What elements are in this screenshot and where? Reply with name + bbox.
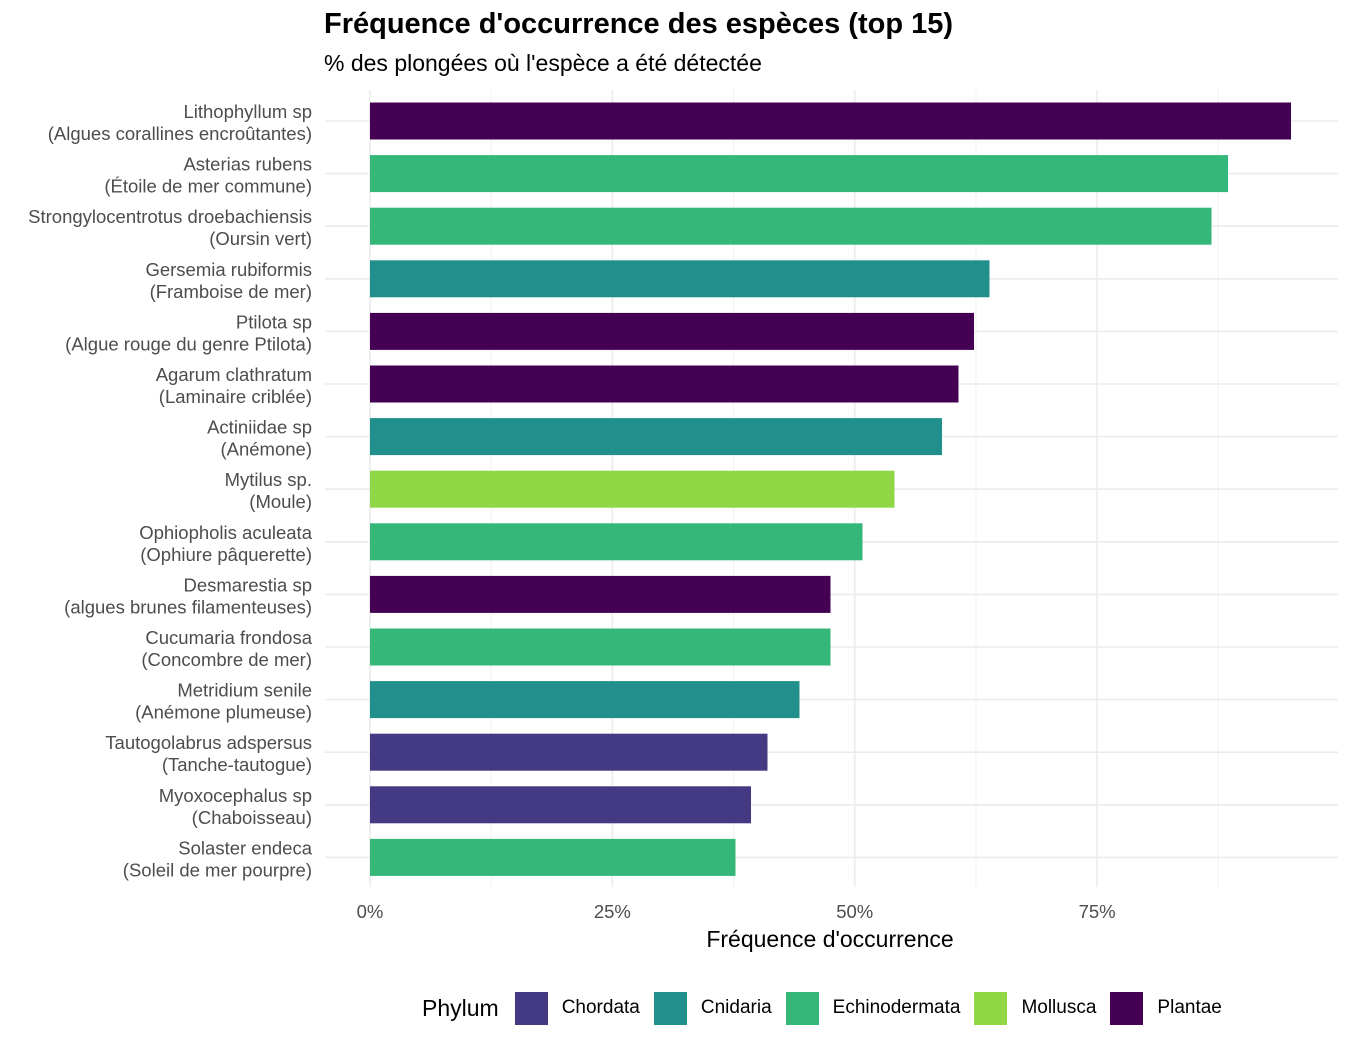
y-tick-label-species: Tautogolabrus adspersus: [105, 732, 312, 753]
legend-title: Phylum: [422, 994, 499, 1021]
legend-swatch: [974, 991, 1008, 1025]
legend-item: Plantae: [1110, 991, 1222, 1025]
y-tick-labels: Lithophyllum sp(Algues corallines encroû…: [28, 101, 313, 880]
bar: [370, 102, 1292, 140]
legend-item: Mollusca: [974, 991, 1097, 1025]
bar: [370, 470, 895, 508]
x-tick-labels: 0% 25% 50% 75%: [357, 901, 1116, 922]
y-tick-label-species: Solaster endeca: [178, 837, 312, 858]
bar: [370, 312, 974, 350]
legend-label: Plantae: [1157, 997, 1222, 1018]
chart-subtitle: % des plongées où l'espèce a été détecté…: [324, 50, 762, 76]
y-tick-label-common-name: (Anémone plumeuse): [135, 702, 312, 723]
y-tick-label-species: Actiniidae sp: [207, 417, 312, 438]
x-tick-label: 75%: [1079, 901, 1116, 922]
legend-label: Chordata: [561, 997, 640, 1018]
y-tick-label-common-name: (Laminaire criblée): [159, 386, 312, 407]
bars-group: [370, 102, 1292, 876]
y-tick-label-species: Ophiopholis aculeata: [139, 522, 312, 543]
legend-swatch: [514, 991, 548, 1025]
y-tick-label-species: Metridium senile: [177, 680, 312, 701]
legend-label: Cnidaria: [700, 997, 772, 1018]
legend-label: Echinodermata: [832, 997, 961, 1018]
bar: [370, 155, 1229, 193]
y-tick-label-common-name: (Algue rouge du genre Ptilota): [65, 333, 312, 354]
y-tick-label-species: Strongylocentrotus droebachiensis: [28, 206, 312, 227]
y-tick-label-common-name: (algues brunes filamenteuses): [64, 596, 312, 617]
x-tick-label: 25%: [594, 901, 631, 922]
bar: [370, 628, 831, 666]
y-tick-label-species: Mytilus sp.: [225, 469, 312, 490]
bar: [370, 523, 863, 561]
y-tick-label-common-name: (Étoile de mer commune): [104, 176, 312, 197]
legend-item: Chordata: [514, 991, 640, 1025]
chart-title: Fréquence d'occurrence des espèces (top …: [324, 8, 954, 40]
y-tick-label-species: Myoxocephalus sp: [159, 785, 312, 806]
bar: [370, 786, 752, 824]
x-axis-label: Fréquence d'occurrence: [706, 926, 953, 952]
legend-item: Cnidaria: [653, 991, 772, 1025]
legend-item: Echinodermata: [785, 991, 961, 1025]
bar-chart-plot: Lithophyllum sp(Algues corallines encroû…: [28, 90, 1338, 952]
legend-label: Mollusca: [1021, 997, 1097, 1018]
x-tick-label: 0%: [357, 901, 384, 922]
y-tick-label-species: Lithophyllum sp: [183, 101, 312, 122]
y-tick-label-species: Cucumaria frondosa: [145, 627, 312, 648]
legend-items: Chordata Cnidaria Echinodermata Mollusca Pla…: [514, 991, 1236, 1025]
bar: [370, 418, 943, 456]
bar: [370, 681, 800, 719]
y-tick-label-common-name: (Oursin vert): [209, 228, 312, 249]
y-tick-label-common-name: (Concombre de mer): [141, 649, 312, 670]
y-tick-label-common-name: (Anémone): [220, 439, 312, 460]
bar: [370, 575, 831, 613]
legend-swatch: [653, 991, 687, 1025]
y-tick-label-species: Gersemia rubiformis: [145, 259, 312, 280]
bar: [370, 207, 1212, 245]
y-tick-label-common-name: (Moule): [249, 491, 312, 512]
y-tick-label-common-name: (Algues corallines encroûtantes): [48, 123, 312, 144]
y-tick-label-species: Desmarestia sp: [183, 574, 312, 595]
y-tick-label-common-name: (Framboise de mer): [150, 281, 312, 302]
legend-swatch: [785, 991, 819, 1025]
bar: [370, 365, 959, 403]
bar: [370, 260, 990, 298]
y-tick-label-species: Ptilota sp: [236, 311, 312, 332]
legend: Phylum Chordata Cnidaria Echinodermata Moll…: [422, 988, 1236, 1028]
y-tick-label-common-name: (Ophiure pâquerette): [140, 544, 312, 565]
y-tick-label-species: Agarum clathratum: [156, 364, 312, 385]
y-tick-label-common-name: (Soleil de mer pourpre): [123, 859, 312, 880]
y-tick-label-species: Asterias rubens: [183, 154, 312, 175]
y-tick-label-common-name: (Tanche-tautogue): [162, 754, 312, 775]
legend-swatch: [1110, 991, 1144, 1025]
bar: [370, 838, 736, 876]
bar: [370, 733, 768, 771]
x-tick-label: 50%: [836, 901, 873, 922]
y-tick-label-common-name: (Chaboisseau): [192, 807, 312, 828]
